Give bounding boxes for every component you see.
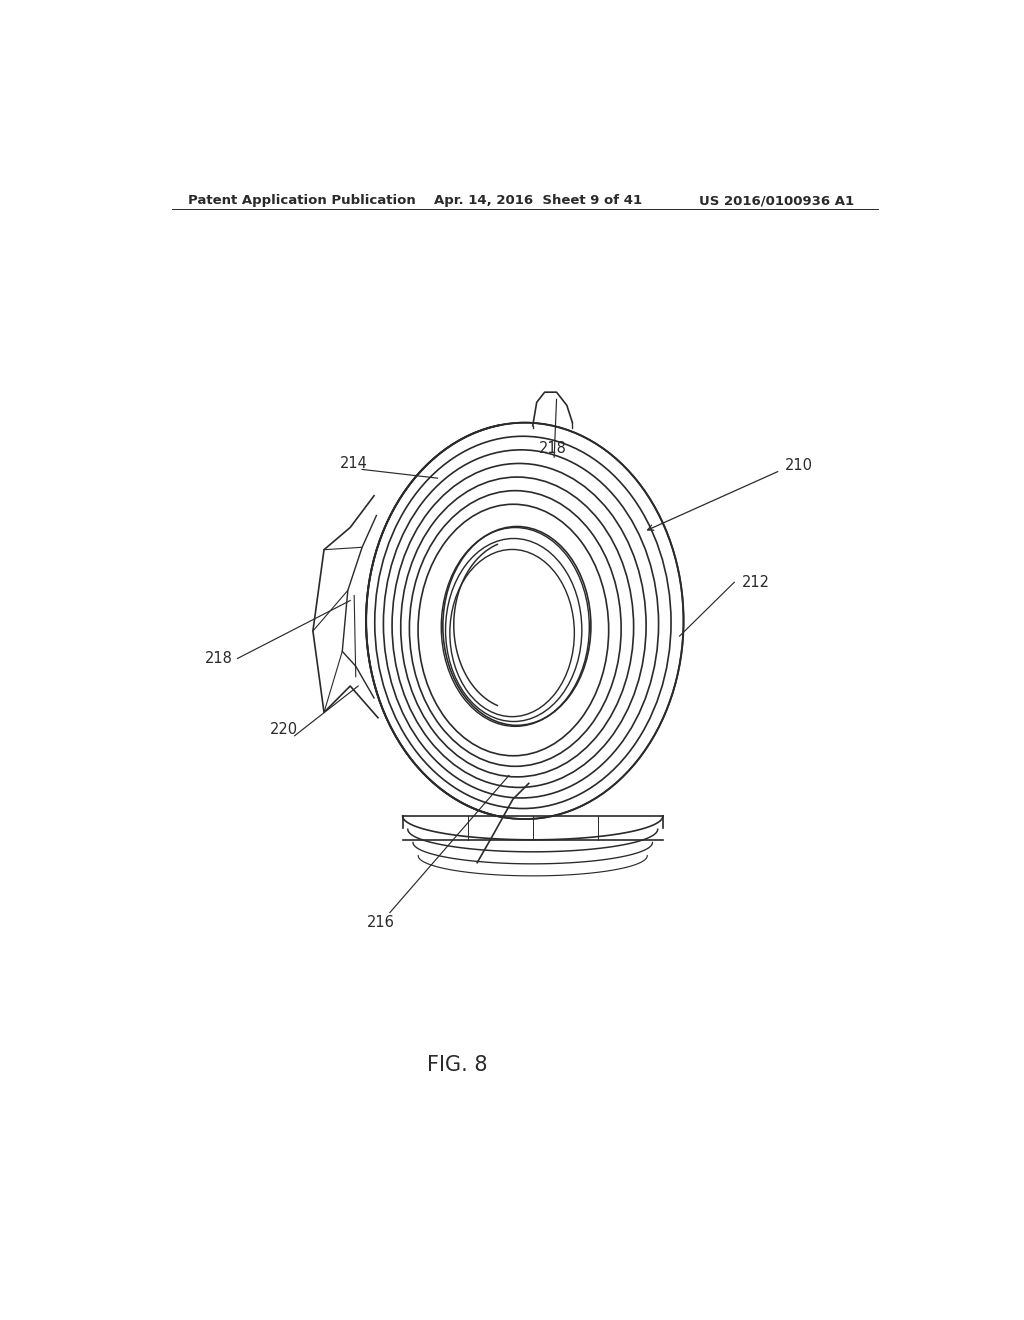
Text: FIG. 8: FIG. 8 [427, 1055, 487, 1074]
Text: 212: 212 [741, 574, 769, 590]
Text: Apr. 14, 2016  Sheet 9 of 41: Apr. 14, 2016 Sheet 9 of 41 [433, 194, 642, 207]
Text: 214: 214 [340, 455, 368, 471]
Text: 210: 210 [785, 458, 813, 473]
Text: 218: 218 [539, 441, 566, 455]
Text: US 2016/0100936 A1: US 2016/0100936 A1 [699, 194, 854, 207]
Text: Patent Application Publication: Patent Application Publication [187, 194, 416, 207]
Text: 220: 220 [269, 722, 298, 737]
Text: 218: 218 [206, 651, 233, 667]
Text: 216: 216 [367, 915, 394, 931]
